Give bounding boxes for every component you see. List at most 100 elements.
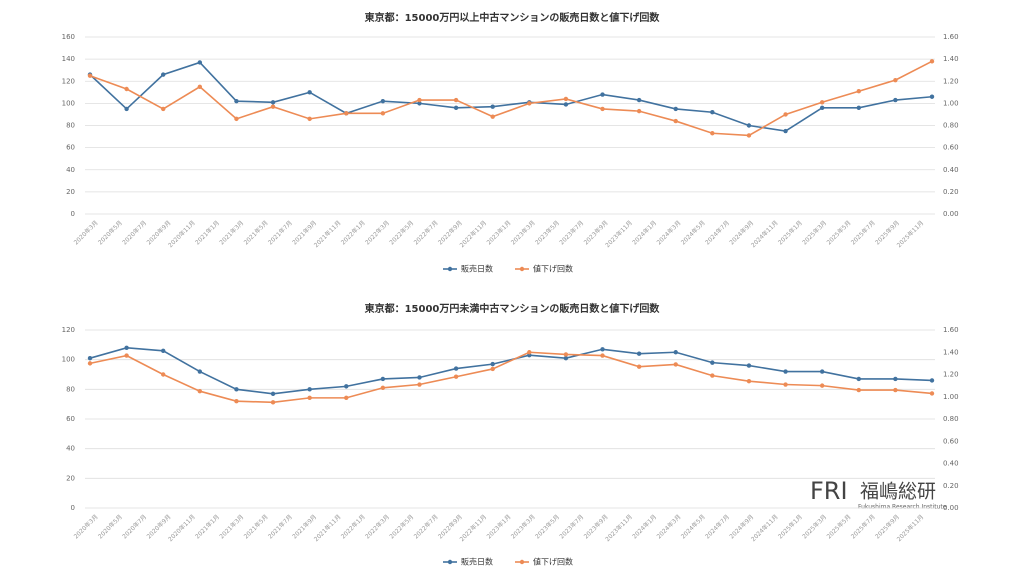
- x-tick-label: 2020年5月: [96, 513, 124, 541]
- point: [746, 123, 752, 128]
- point: [197, 84, 203, 89]
- x-tick-label: 2022年5月: [388, 219, 416, 247]
- y2-tick-label: 1.00: [943, 393, 959, 401]
- logo-name: 福嶋総研: [860, 481, 936, 503]
- y-tick-label: 60: [66, 144, 75, 152]
- legend-marker: [447, 266, 453, 272]
- x-tick-label: 2021年3月: [218, 219, 246, 247]
- point: [856, 387, 861, 393]
- point: [234, 387, 239, 392]
- point: [893, 387, 898, 393]
- point: [600, 106, 605, 112]
- point: [380, 376, 386, 382]
- point: [197, 60, 203, 65]
- y2-tick-label: 0.80: [943, 122, 959, 130]
- x-tick-label: 2021年5月: [242, 219, 270, 247]
- x-tick-label: 2021年7月: [266, 513, 294, 541]
- x-tick-label: 2022年1月: [339, 219, 367, 247]
- point: [87, 361, 93, 366]
- point: [490, 361, 495, 367]
- point: [87, 355, 93, 361]
- y2-tick-label: 0.40: [943, 166, 959, 174]
- point: [417, 375, 422, 380]
- point: [673, 350, 678, 355]
- x-tick-label: 2021年3月: [218, 513, 246, 541]
- point: [124, 353, 129, 358]
- y-tick-label: 100: [62, 99, 75, 107]
- point: [673, 118, 678, 124]
- point: [856, 376, 861, 382]
- y2-tick-label: 0.20: [943, 188, 959, 196]
- point: [710, 373, 715, 378]
- x-tick-label: 2020年7月: [121, 219, 149, 247]
- point: [893, 376, 898, 382]
- point: [270, 391, 276, 396]
- x-tick-label: 2020年7月: [121, 513, 149, 541]
- x-tick-label: 2024年5月: [679, 513, 707, 541]
- point: [197, 369, 203, 374]
- y-tick-label: 60: [66, 415, 75, 423]
- point: [856, 105, 861, 111]
- legend-label: 販売日数: [461, 264, 493, 274]
- point: [819, 383, 825, 388]
- chart-title: 東京都：15000万円未満中古マンションの販売日数と値下げ回数: [365, 302, 661, 315]
- point: [563, 355, 569, 361]
- y-tick-label: 140: [62, 55, 75, 63]
- y-tick-label: 0: [71, 210, 75, 218]
- point: [344, 395, 349, 401]
- chart: 東京都：15000万円未満中古マンションの販売日数と値下げ回数 0 20 40 60 80…: [62, 302, 959, 567]
- series-line: [89, 351, 933, 404]
- point: [893, 97, 898, 103]
- legend-label: 販売日数: [461, 557, 493, 567]
- point: [819, 100, 825, 105]
- x-tick-label: 2021年7月: [266, 219, 294, 247]
- y-tick-label: 20: [66, 188, 75, 196]
- point: [490, 366, 495, 372]
- x-tick-label: 2024年1月: [631, 219, 659, 247]
- point: [453, 374, 459, 379]
- y-tick-label: 160: [62, 33, 75, 41]
- point: [453, 105, 459, 111]
- y-tick-label: 40: [66, 166, 75, 174]
- x-tick-label: 2024年7月: [703, 219, 731, 247]
- x-tick-label: 2022年5月: [388, 513, 416, 541]
- point: [893, 77, 898, 83]
- x-tick-label: 2023年5月: [533, 219, 561, 247]
- x-tick-label: 2025年1月: [776, 513, 804, 541]
- legend-label: 値下げ回数: [533, 557, 573, 567]
- x-tick-label: 2020年3月: [72, 513, 100, 541]
- point: [746, 378, 752, 384]
- y-tick-label: 120: [62, 326, 75, 334]
- point: [746, 363, 752, 368]
- x-tick-label: 2022年7月: [412, 219, 440, 247]
- x-tick-label: 2025年3月: [801, 513, 829, 541]
- y2-tick-label: 0.60: [943, 437, 959, 445]
- point: [527, 101, 532, 106]
- point: [161, 106, 166, 112]
- point: [929, 59, 935, 64]
- point: [417, 97, 422, 103]
- x-tick-label: 2025年5月: [825, 513, 853, 541]
- point: [673, 362, 678, 367]
- x-tick-label: 2022年1月: [339, 513, 367, 541]
- x-tick-label: 2022年3月: [363, 513, 391, 541]
- point: [783, 382, 788, 387]
- point: [600, 92, 605, 97]
- x-tick-label: 2022年7月: [412, 513, 440, 541]
- point: [234, 116, 239, 122]
- legend-marker: [447, 559, 453, 565]
- point: [563, 102, 569, 107]
- logo: FRI 福嶋総研 Fukushima Research Institute: [810, 477, 947, 511]
- point: [197, 388, 203, 394]
- y-tick-label: 20: [66, 474, 75, 482]
- y2-tick-label: 0.80: [943, 415, 959, 423]
- x-tick-label: 2025年5月: [825, 219, 853, 247]
- point: [270, 100, 276, 105]
- x-tick-label: 2023年1月: [485, 219, 513, 247]
- logo-subtitle: Fukushima Research Institute: [858, 504, 947, 511]
- y-tick-label: 80: [66, 122, 75, 130]
- point: [600, 347, 605, 352]
- point: [161, 348, 166, 353]
- x-tick-label: 2025年1月: [776, 219, 804, 247]
- x-tick-label: 2024年1月: [631, 513, 659, 541]
